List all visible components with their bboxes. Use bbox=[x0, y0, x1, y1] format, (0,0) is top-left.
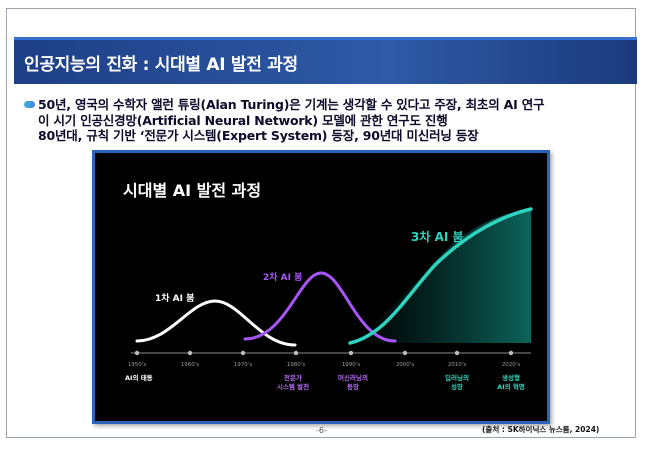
bullet-line-3: 80년대, 규칙 기반 ‘전문가 시스템(Expert System) 등장, … bbox=[38, 128, 479, 143]
decade-ticks: 1950's 1960's 1970's 1980's 1990's 2000's 2010… bbox=[128, 350, 521, 368]
boom-2-curve bbox=[243, 271, 397, 343]
milestone-label: 시스템 발전 bbox=[277, 382, 309, 391]
decade-label: 2000's bbox=[396, 362, 415, 368]
boom-label: 3차 AI 붐 bbox=[411, 229, 464, 244]
decade-label: 2010's bbox=[448, 362, 467, 368]
boom-3-curve bbox=[348, 207, 533, 345]
decade-tick bbox=[240, 350, 246, 356]
source-citation: (출처 : SK하이닉스 뉴스룸, 2024) bbox=[482, 425, 600, 434]
bullet-icon bbox=[24, 101, 35, 108]
boom-labels: 1차 AI 붐 2차 AI 붐 3차 AI 붐 bbox=[155, 229, 464, 304]
milestone-label: 딥러닝의 bbox=[445, 373, 469, 382]
timeline-svg: 시대별 AI 발전 과정 1950's 1960's 1970's 1980's 199… bbox=[123, 181, 533, 391]
decade-tick bbox=[134, 350, 140, 356]
header-stripe bbox=[14, 37, 637, 40]
bullet-line-2: 이 시기 인공신경망(Artificial Neural Network) 모델… bbox=[38, 112, 448, 128]
milestone-label: 등장 bbox=[347, 382, 359, 391]
bullet-text: 50년, 영국의 수학자 앨런 튜링(Alan Turing)은 기계는 생각할… bbox=[24, 97, 628, 144]
boom-3-area bbox=[350, 209, 531, 343]
figure-title: 시대별 AI 발전 과정 bbox=[123, 181, 261, 200]
milestone-label: 머신러닝의 bbox=[338, 373, 368, 382]
milestone-label: 전문가 bbox=[284, 373, 302, 382]
decade-label: 1980's bbox=[287, 362, 306, 368]
boom-label: 1차 AI 붐 bbox=[155, 292, 194, 304]
decade-label: 1970's bbox=[234, 362, 253, 368]
decade-tick bbox=[187, 350, 193, 356]
boom-label: 2차 AI 붐 bbox=[263, 271, 302, 283]
decade-label: 2020's bbox=[502, 362, 521, 368]
decade-tick bbox=[454, 350, 460, 356]
boom-1-curve bbox=[135, 299, 297, 347]
milestone-label: AI의 혁명 bbox=[497, 382, 525, 391]
milestone-label: 생성형 bbox=[502, 373, 520, 382]
decade-tick bbox=[293, 350, 299, 356]
milestone-label: 성장 bbox=[451, 382, 463, 391]
milestone-label: AI의 태동 bbox=[125, 373, 153, 382]
page-number: -6- bbox=[316, 426, 327, 435]
slide-header: 인공지능의 진화 : 시대별 AI 발전 과정 bbox=[14, 37, 637, 84]
decade-tick bbox=[402, 350, 408, 356]
ai-timeline-figure: 시대별 AI 발전 과정 1950's 1960's 1970's 1980's 199… bbox=[92, 150, 550, 424]
decade-tick bbox=[348, 350, 354, 356]
bullet-line-1: 50년, 영국의 수학자 앨런 튜링(Alan Turing)은 기계는 생각할… bbox=[38, 97, 545, 112]
slide-title: 인공지능의 진화 : 시대별 AI 발전 과정 bbox=[24, 55, 298, 75]
boom-curves bbox=[135, 207, 533, 347]
decade-label: 1990's bbox=[342, 362, 361, 368]
decade-tick bbox=[508, 350, 514, 356]
decade-label: 1960's bbox=[181, 362, 200, 368]
decade-label: 1950's bbox=[128, 362, 147, 368]
